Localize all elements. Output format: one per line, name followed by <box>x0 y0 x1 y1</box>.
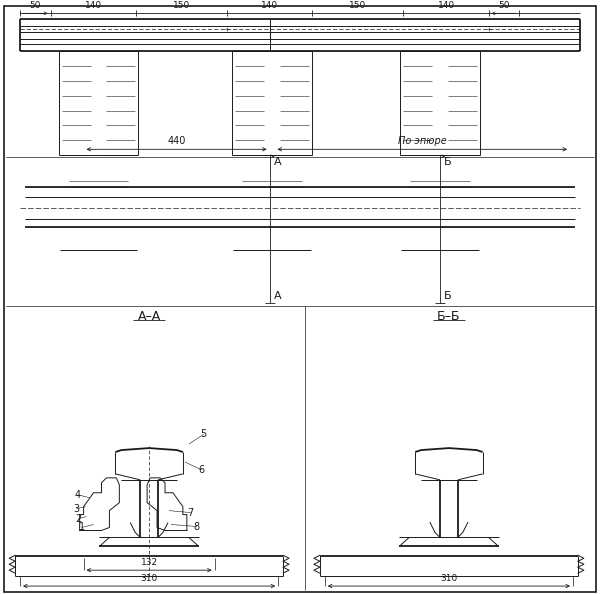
Text: А: А <box>274 157 281 168</box>
Text: 132: 132 <box>140 558 158 567</box>
Text: 50: 50 <box>498 1 509 10</box>
Text: По эпюре: По эпюре <box>398 137 446 146</box>
Ellipse shape <box>129 24 143 34</box>
Ellipse shape <box>432 176 448 182</box>
Ellipse shape <box>264 182 280 188</box>
Text: Б: Б <box>444 291 452 301</box>
Ellipse shape <box>192 558 206 566</box>
Ellipse shape <box>44 24 58 34</box>
Bar <box>272 26 341 39</box>
Ellipse shape <box>110 228 118 232</box>
Text: А–А: А–А <box>137 310 161 323</box>
Bar <box>92 546 206 556</box>
Ellipse shape <box>482 560 500 569</box>
Ellipse shape <box>298 199 306 205</box>
Text: 6: 6 <box>199 465 205 475</box>
Ellipse shape <box>92 558 106 566</box>
Ellipse shape <box>91 182 106 188</box>
Bar <box>237 227 307 242</box>
Ellipse shape <box>397 24 410 34</box>
Bar <box>392 546 506 556</box>
Text: 50: 50 <box>29 1 41 10</box>
Ellipse shape <box>284 228 292 232</box>
Ellipse shape <box>220 24 234 34</box>
Text: Б–Б: Б–Б <box>437 310 461 323</box>
Text: 150: 150 <box>349 1 367 10</box>
Text: 150: 150 <box>173 1 190 10</box>
Text: А: А <box>274 291 281 301</box>
Bar <box>410 175 470 192</box>
Text: 440: 440 <box>167 137 186 146</box>
Text: 3: 3 <box>74 504 80 514</box>
Bar <box>71 505 86 520</box>
Bar <box>401 244 479 296</box>
Ellipse shape <box>238 199 246 205</box>
Text: 140: 140 <box>437 1 455 10</box>
Text: 310: 310 <box>440 574 458 583</box>
Ellipse shape <box>466 199 474 205</box>
Text: 5: 5 <box>200 429 207 439</box>
Text: 2: 2 <box>76 514 82 523</box>
Ellipse shape <box>268 52 276 56</box>
Ellipse shape <box>94 52 103 56</box>
Text: 4: 4 <box>74 489 81 500</box>
Ellipse shape <box>98 560 116 569</box>
Bar <box>60 244 137 296</box>
Ellipse shape <box>91 233 106 241</box>
Bar <box>233 244 311 296</box>
Ellipse shape <box>266 109 278 119</box>
Ellipse shape <box>452 228 460 232</box>
Text: 8: 8 <box>194 522 200 532</box>
Ellipse shape <box>406 199 414 205</box>
Ellipse shape <box>305 24 319 34</box>
Bar <box>405 227 475 242</box>
Bar <box>68 175 128 192</box>
Bar <box>64 227 133 242</box>
Ellipse shape <box>485 27 491 31</box>
Ellipse shape <box>398 560 416 569</box>
Bar <box>70 508 74 517</box>
Ellipse shape <box>224 27 230 31</box>
Ellipse shape <box>437 112 442 116</box>
Ellipse shape <box>182 560 200 569</box>
Ellipse shape <box>436 52 444 56</box>
Ellipse shape <box>269 112 274 116</box>
Text: Б: Б <box>444 157 452 168</box>
Text: 7: 7 <box>188 508 194 517</box>
Ellipse shape <box>264 176 280 182</box>
Text: 140: 140 <box>85 1 101 10</box>
Ellipse shape <box>264 233 280 241</box>
Bar <box>198 26 268 39</box>
Ellipse shape <box>65 199 73 205</box>
Ellipse shape <box>432 182 448 188</box>
Ellipse shape <box>79 228 86 232</box>
Bar <box>242 175 302 192</box>
Ellipse shape <box>482 24 496 34</box>
Ellipse shape <box>124 199 132 205</box>
Text: 140: 140 <box>261 1 278 10</box>
Ellipse shape <box>252 228 260 232</box>
Ellipse shape <box>434 109 446 119</box>
Text: 310: 310 <box>140 574 158 583</box>
Text: 1: 1 <box>79 523 85 532</box>
Ellipse shape <box>420 228 428 232</box>
Ellipse shape <box>91 176 106 182</box>
Ellipse shape <box>96 112 101 116</box>
Ellipse shape <box>491 558 505 566</box>
Ellipse shape <box>92 109 104 119</box>
Ellipse shape <box>392 558 406 566</box>
Ellipse shape <box>432 233 448 241</box>
